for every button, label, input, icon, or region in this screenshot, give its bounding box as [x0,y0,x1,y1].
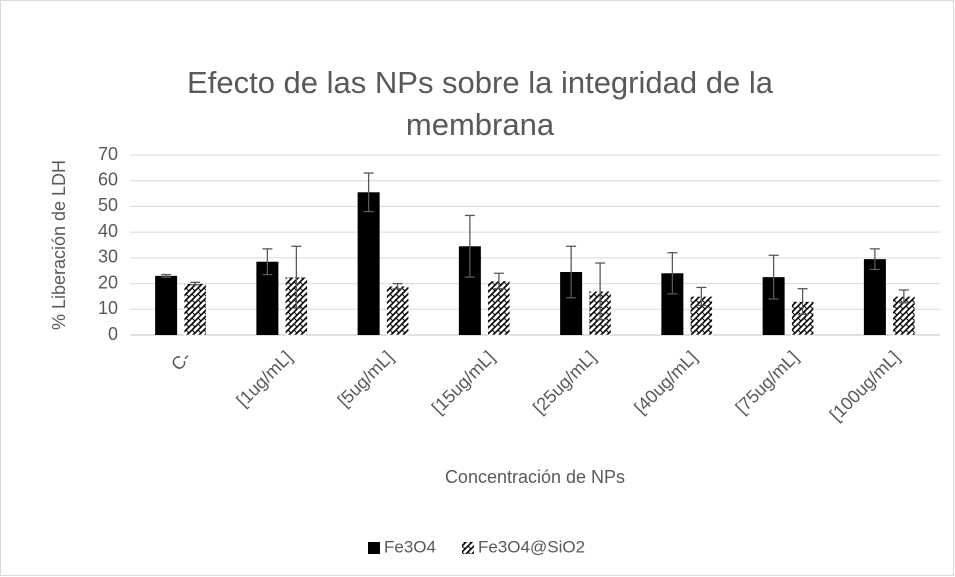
error-bar [667,252,678,295]
bar [183,283,207,336]
error-bar [493,272,504,290]
error-bar [898,289,909,304]
legend-swatch [368,542,380,554]
chart-title: Efecto de las NPs sobre la integridad de… [187,65,774,142]
legend-label: Fe3O4@SiO2 [478,537,585,556]
y-tick-label: 40 [98,221,118,241]
error-bar [566,245,577,299]
error-bar [595,262,606,321]
legend-swatch [462,542,474,554]
bar [386,285,409,336]
error-bar [696,286,707,307]
y-tick-label: 50 [98,195,118,215]
error-bar [768,254,779,300]
error-bar [869,248,880,271]
bar [256,261,279,335]
error-bar [161,273,172,278]
y-tick-label: 0 [108,324,118,344]
bar [155,275,178,335]
bar [863,259,886,335]
y-tick-label: 20 [98,272,118,292]
error-bar [392,282,403,290]
error-bar [262,248,273,276]
error-bar [797,288,808,316]
error-bar [363,172,374,213]
y-tick-label: 30 [98,247,118,267]
error-bar [464,214,475,278]
bar [357,192,380,335]
y-tick-label: 60 [98,169,118,189]
x-axis-title: Concentración de NPs [445,467,625,487]
bar [762,277,785,335]
bar [560,272,583,335]
y-tick-label: 70 [98,144,118,164]
y-tick-label: 10 [98,298,118,318]
bar [661,273,684,335]
error-bar [190,281,201,286]
y-axis-title: % Liberación de LDH [49,160,69,330]
error-bar [291,245,302,309]
legend-label: Fe3O4 [384,537,436,556]
bar [458,246,481,335]
